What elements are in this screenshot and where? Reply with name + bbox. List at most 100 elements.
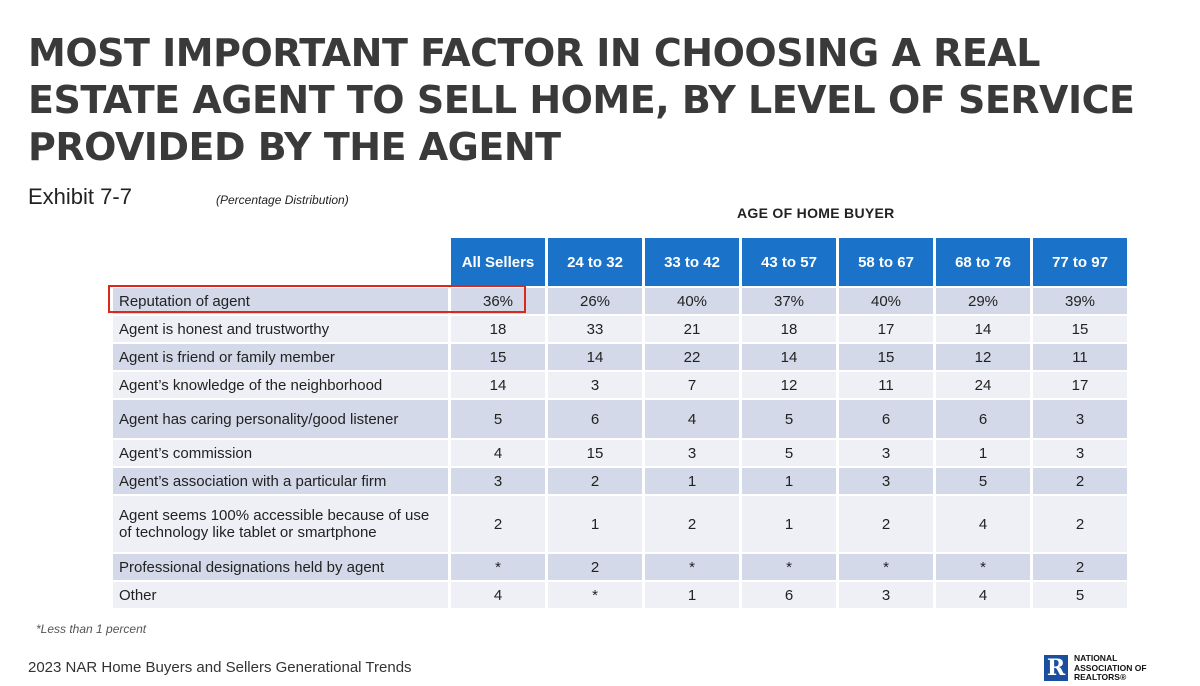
factor-label: Other bbox=[113, 582, 448, 608]
factor-label: Agent’s commission bbox=[113, 440, 448, 466]
table-row: Other 4 * 1 6 3 4 5 bbox=[113, 582, 1127, 608]
realtor-r-icon: R bbox=[1044, 655, 1068, 682]
value-cell: 14 bbox=[451, 372, 545, 398]
header-blank-cell bbox=[113, 238, 448, 286]
table-row: Agent’s association with a particular fi… bbox=[113, 468, 1127, 494]
value-cell: 14 bbox=[548, 344, 642, 370]
factor-label: Reputation of agent bbox=[113, 288, 448, 314]
value-cell: 14 bbox=[936, 316, 1030, 342]
value-cell: * bbox=[936, 554, 1030, 580]
value-cell: 12 bbox=[742, 372, 836, 398]
value-cell: 17 bbox=[839, 316, 933, 342]
column-header-43-57: 43 to 57 bbox=[742, 238, 836, 286]
value-cell: 5 bbox=[742, 440, 836, 466]
value-cell: 15 bbox=[451, 344, 545, 370]
age-group-header: AGE OF HOME BUYER bbox=[737, 205, 895, 221]
value-cell: 12 bbox=[936, 344, 1030, 370]
source-citation: 2023 NAR Home Buyers and Sellers Generat… bbox=[28, 659, 412, 676]
value-cell: 26% bbox=[548, 288, 642, 314]
factor-label: Agent is friend or family member bbox=[113, 344, 448, 370]
value-cell: 5 bbox=[742, 400, 836, 438]
column-header-68-76: 68 to 76 bbox=[936, 238, 1030, 286]
value-cell: 1 bbox=[742, 496, 836, 552]
column-header-33-42: 33 to 42 bbox=[645, 238, 739, 286]
logo-line-3: REALTORS® bbox=[1074, 672, 1127, 682]
value-cell: 5 bbox=[1033, 582, 1127, 608]
exhibit-label: Exhibit 7-7 bbox=[28, 184, 132, 209]
table-row: Agent is honest and trustworthy 18 33 21 18 1… bbox=[113, 316, 1127, 342]
value-cell: 2 bbox=[451, 496, 545, 552]
value-cell: 3 bbox=[1033, 400, 1127, 438]
page-title: MOST IMPORTANT FACTOR IN CHOOSING A REAL… bbox=[28, 31, 1135, 169]
value-cell: 40% bbox=[645, 288, 739, 314]
value-cell: 3 bbox=[839, 582, 933, 608]
value-cell: * bbox=[645, 554, 739, 580]
factor-label: Agent is honest and trustworthy bbox=[113, 316, 448, 342]
value-cell: 11 bbox=[839, 372, 933, 398]
data-table: All Sellers 24 to 32 33 to 42 43 to 57 5… bbox=[110, 236, 1130, 610]
value-cell: 1 bbox=[936, 440, 1030, 466]
table-row: Agent seems 100% accessible because of u… bbox=[113, 496, 1127, 552]
value-cell: 4 bbox=[645, 400, 739, 438]
factor-label: Agent’s knowledge of the neighborhood bbox=[113, 372, 448, 398]
value-cell: 4 bbox=[451, 582, 545, 608]
table-row: Agent’s commission 4 15 3 5 3 1 3 bbox=[113, 440, 1127, 466]
value-cell: 36% bbox=[451, 288, 545, 314]
value-cell: 17 bbox=[1033, 372, 1127, 398]
value-cell: 14 bbox=[742, 344, 836, 370]
value-cell: 4 bbox=[936, 582, 1030, 608]
value-cell: 40% bbox=[839, 288, 933, 314]
value-cell: * bbox=[839, 554, 933, 580]
value-cell: 24 bbox=[936, 372, 1030, 398]
value-cell: 6 bbox=[548, 400, 642, 438]
value-cell: 2 bbox=[548, 468, 642, 494]
value-cell: 18 bbox=[451, 316, 545, 342]
value-cell: * bbox=[451, 554, 545, 580]
value-cell: 22 bbox=[645, 344, 739, 370]
value-cell: 1 bbox=[645, 582, 739, 608]
value-cell: 3 bbox=[839, 468, 933, 494]
factor-label: Agent’s association with a particular fi… bbox=[113, 468, 448, 494]
value-cell: 2 bbox=[548, 554, 642, 580]
table-row: Agent has caring personality/good listen… bbox=[113, 400, 1127, 438]
value-cell: 2 bbox=[1033, 496, 1127, 552]
column-header-58-67: 58 to 67 bbox=[839, 238, 933, 286]
value-cell: 2 bbox=[1033, 554, 1127, 580]
nar-logo: R NATIONAL ASSOCIATION OF REALTORS® bbox=[1044, 653, 1147, 683]
value-cell: 33 bbox=[548, 316, 642, 342]
value-cell: 15 bbox=[839, 344, 933, 370]
subtitle: (Percentage Distribution) bbox=[216, 193, 349, 207]
value-cell: 3 bbox=[451, 468, 545, 494]
value-cell: 3 bbox=[645, 440, 739, 466]
column-header-24-32: 24 to 32 bbox=[548, 238, 642, 286]
value-cell: 3 bbox=[839, 440, 933, 466]
value-cell: 1 bbox=[645, 468, 739, 494]
value-cell: 1 bbox=[548, 496, 642, 552]
table-row: Agent’s knowledge of the neighborhood 14 3… bbox=[113, 372, 1127, 398]
logo-text: NATIONAL ASSOCIATION OF REALTORS® bbox=[1074, 653, 1147, 683]
value-cell: 3 bbox=[548, 372, 642, 398]
factor-label: Agent seems 100% accessible because of u… bbox=[113, 496, 448, 552]
logo-line-1: NATIONAL bbox=[1074, 653, 1118, 663]
value-cell: 6 bbox=[936, 400, 1030, 438]
value-cell: 21 bbox=[645, 316, 739, 342]
table-header-row: All Sellers 24 to 32 33 to 42 43 to 57 5… bbox=[113, 238, 1127, 286]
table-row: Professional designations held by agent *… bbox=[113, 554, 1127, 580]
value-cell: 18 bbox=[742, 316, 836, 342]
factor-label: Professional designations held by agent bbox=[113, 554, 448, 580]
footnote: *Less than 1 percent bbox=[36, 622, 147, 636]
column-header-77-97: 77 to 97 bbox=[1033, 238, 1127, 286]
value-cell: 15 bbox=[1033, 316, 1127, 342]
value-cell: 5 bbox=[936, 468, 1030, 494]
value-cell: 11 bbox=[1033, 344, 1127, 370]
value-cell: 5 bbox=[451, 400, 545, 438]
table-row: Reputation of agent 36% 26% 40% 37% 40% 29% 39% bbox=[113, 288, 1127, 314]
value-cell: 1 bbox=[742, 468, 836, 494]
value-cell: 3 bbox=[1033, 440, 1127, 466]
value-cell: 15 bbox=[548, 440, 642, 466]
value-cell: 4 bbox=[451, 440, 545, 466]
value-cell: 2 bbox=[839, 496, 933, 552]
logo-line-2: ASSOCIATION OF bbox=[1074, 662, 1147, 673]
value-cell: * bbox=[742, 554, 836, 580]
value-cell: * bbox=[548, 582, 642, 608]
